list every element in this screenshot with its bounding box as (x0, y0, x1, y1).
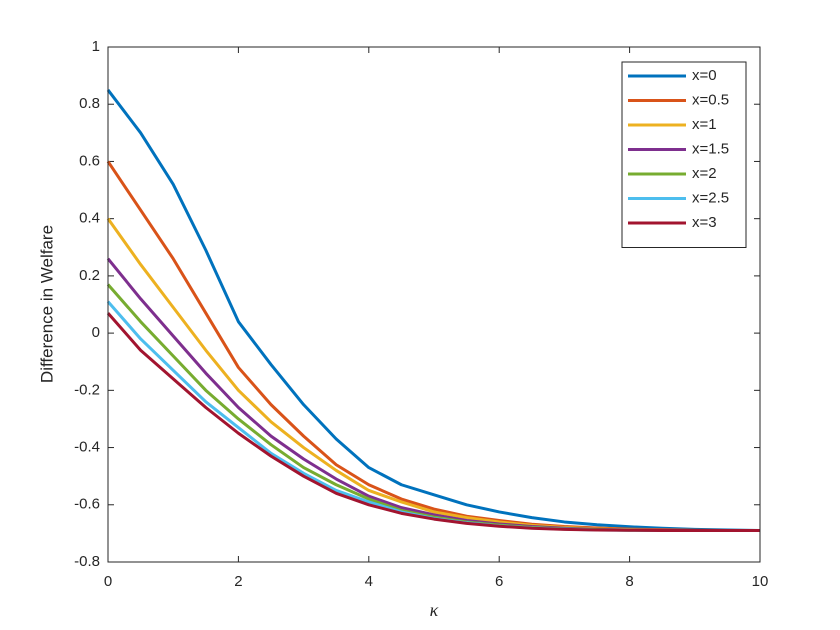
legend-label: x=3 (692, 214, 717, 231)
axes-box (107, 46, 761, 563)
y-tick-label: -0.2 (74, 381, 100, 398)
y-tick-label: 0 (92, 324, 100, 341)
legend-label: x=1.5 (692, 140, 729, 157)
legend-label: x=0 (692, 67, 717, 84)
x-axis-label: κ (430, 600, 439, 620)
x-tick-label: 4 (365, 573, 373, 590)
series-line (106, 312, 760, 533)
series-line (106, 89, 761, 533)
y-axis-label: Difference in Welfare (37, 225, 56, 383)
legend-label: x=2.5 (692, 189, 729, 206)
legend-label: x=2 (692, 165, 717, 182)
x-tick-label: 10 (752, 573, 769, 590)
x-tick-label: 8 (625, 573, 633, 590)
y-tick-label: -0.4 (74, 439, 100, 456)
legend-label: x=0.5 (692, 91, 729, 108)
y-tick-label: -0.6 (74, 496, 100, 513)
y-tick-label: 0.2 (79, 267, 100, 284)
legend-label: x=1 (692, 116, 717, 133)
legend-box (621, 61, 747, 248)
y-tick-label: -0.8 (74, 553, 100, 570)
y-tick-label: 0.8 (79, 95, 100, 112)
y-tick-label: 1 (92, 38, 100, 55)
x-tick-label: 6 (495, 573, 503, 590)
x-tick-label: 0 (104, 573, 112, 590)
y-tick-label: 0.4 (79, 210, 100, 227)
x-tick-label: 2 (234, 573, 242, 590)
y-tick-label: 0.6 (79, 152, 100, 169)
